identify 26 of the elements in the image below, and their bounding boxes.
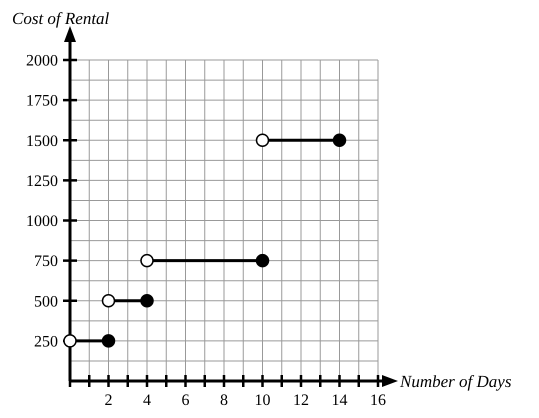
x-axis-title: Number of Days [399, 372, 512, 391]
y-tick-label: 1000 [26, 213, 58, 230]
x-tick-label: 14 [332, 392, 348, 409]
x-tick-label: 8 [220, 392, 228, 409]
point [140, 254, 154, 268]
x-tick-label: 4 [143, 392, 151, 409]
point [256, 254, 270, 268]
point [332, 134, 346, 147]
point [102, 334, 116, 348]
point [102, 294, 116, 308]
y-tick-label: 1250 [26, 172, 58, 190]
y-tick-label: 1500 [26, 132, 58, 150]
x-tick-label: 6 [182, 392, 190, 409]
x-tick-label: 10 [254, 392, 270, 409]
x-tick-label: 16 [370, 392, 386, 409]
point [256, 134, 270, 147]
y-tick-label: 2000 [26, 52, 58, 70]
y-tick-label: 500 [34, 293, 58, 310]
y-tick-label: 1750 [26, 92, 58, 110]
y-tick-label: 250 [34, 333, 58, 350]
y-tick-label: 750 [34, 253, 58, 270]
x-tick-label: 2 [104, 392, 112, 409]
y-axis-title: Cost of Rental [12, 9, 110, 28]
point [140, 294, 154, 308]
point [63, 334, 77, 348]
x-tick-label: 12 [293, 392, 309, 409]
